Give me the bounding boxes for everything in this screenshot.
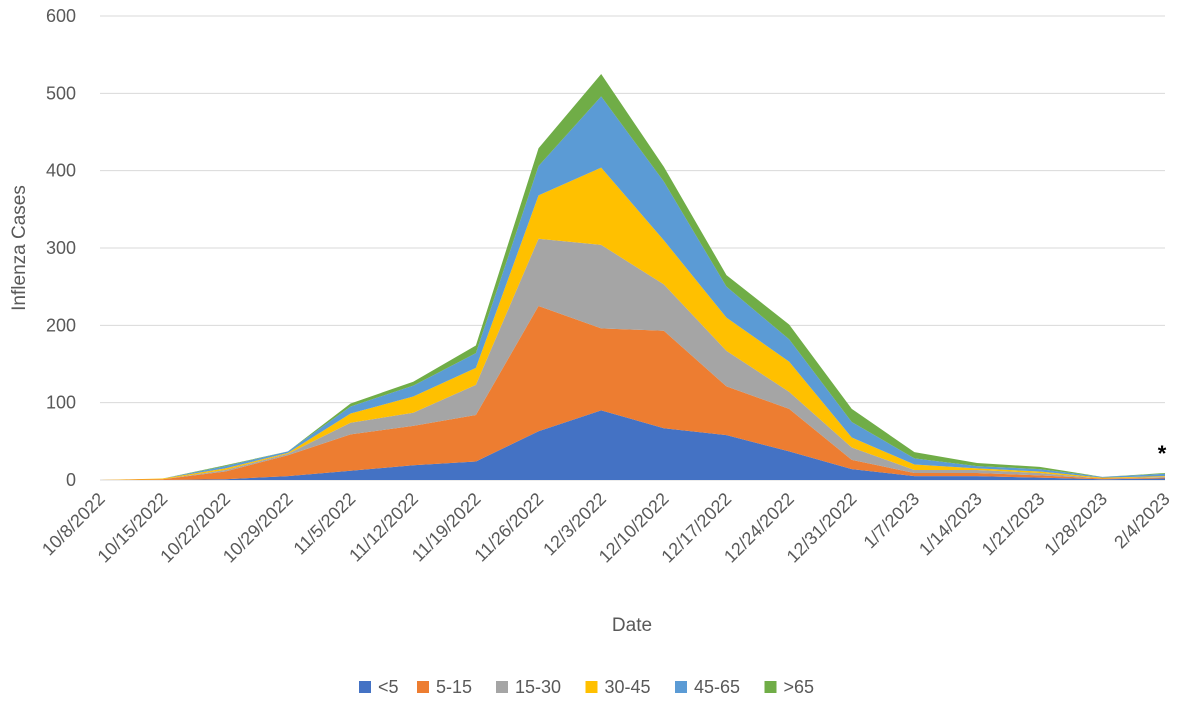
y-tick-label: 500	[46, 83, 76, 103]
legend-swatch	[585, 681, 598, 693]
x-axis-title: Date	[612, 615, 652, 636]
area-series-4	[100, 167, 1165, 480]
y-tick-label: 100	[46, 393, 76, 413]
area-series-2	[100, 306, 1165, 480]
y-tick-label: 200	[46, 315, 76, 335]
x-tick-label: 1/14/2023	[915, 489, 986, 560]
legend-label: 15-30	[515, 677, 561, 697]
y-tick-label: 400	[46, 161, 76, 181]
area-series	[100, 74, 1165, 481]
legend-item: 5-15	[417, 677, 472, 697]
annotations: *	[1158, 441, 1167, 466]
y-tick-label: 600	[46, 6, 76, 26]
legend-swatch	[417, 681, 429, 693]
y-axis-title: Inflenza Cases	[9, 185, 30, 311]
legend-label: >65	[784, 677, 815, 697]
legend-swatch	[764, 681, 777, 693]
legend-item: 15-30	[496, 677, 561, 697]
legend-item: 30-45	[585, 677, 651, 697]
x-tick-label: 1/21/2023	[978, 489, 1049, 560]
area-series-1	[100, 410, 1165, 480]
legend-swatch	[496, 681, 508, 693]
y-tick-label: 0	[66, 470, 76, 490]
legend-swatch	[359, 681, 371, 693]
x-tick-label: 1/28/2023	[1040, 489, 1111, 560]
annotation-asterisk: *	[1158, 441, 1167, 466]
x-axis-tick-labels: 10/8/202210/15/202210/22/202210/29/20221…	[38, 489, 1174, 567]
area-series-3	[100, 238, 1165, 480]
legend: <5 5-15 15-30 30-45 45-65 >65	[359, 677, 814, 697]
x-tick-label: 2/4/2023	[1110, 489, 1174, 553]
legend-label: 30-45	[605, 677, 651, 697]
legend-label: 5-15	[436, 677, 472, 697]
legend-swatch	[675, 681, 687, 693]
legend-item: <5	[359, 677, 399, 697]
legend-label: <5	[378, 677, 399, 697]
legend-label: 45-65	[694, 677, 740, 697]
x-tick-label: 1/7/2023	[860, 489, 924, 553]
y-axis-tick-labels: 0 100 200 300 400 500 600	[46, 6, 76, 490]
legend-item: 45-65	[675, 677, 740, 697]
area-series-5	[100, 96, 1165, 481]
legend-item: >65	[764, 677, 815, 697]
y-tick-label: 300	[46, 238, 76, 258]
